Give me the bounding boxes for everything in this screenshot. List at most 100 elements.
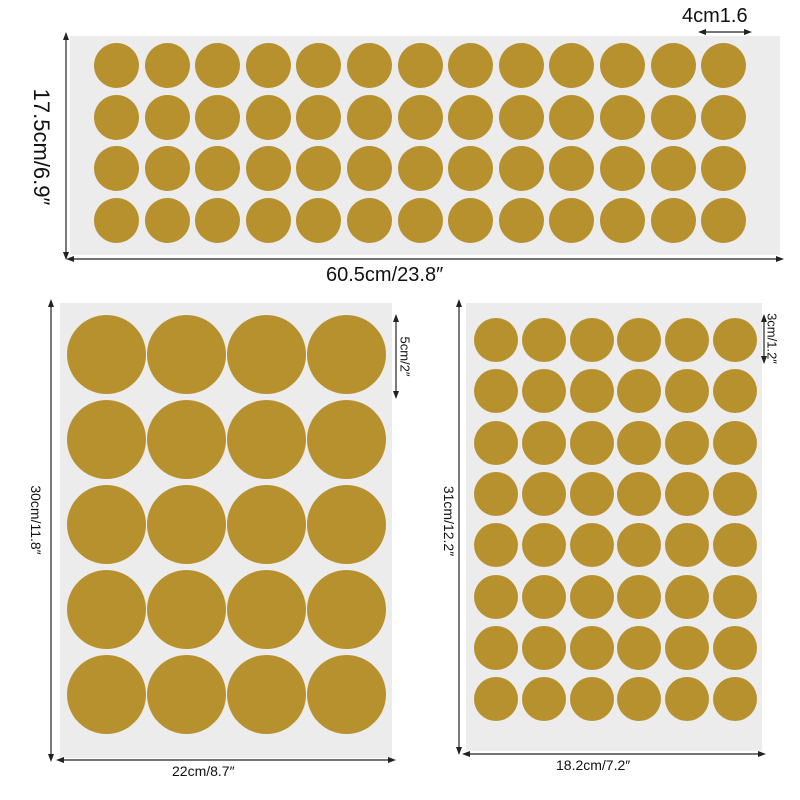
sticker-dot — [569, 523, 614, 568]
sticker-dot — [569, 625, 614, 670]
sticker-dot — [701, 146, 747, 191]
sticker-dot — [144, 197, 190, 243]
sticker-dot — [307, 655, 386, 734]
sticker-dot — [713, 420, 757, 465]
sticker-dot — [347, 43, 392, 88]
sticker-dot — [397, 43, 443, 88]
sheet-a-width-label: 60.5cm/23.8″ — [326, 264, 444, 286]
sticker-dot — [549, 146, 595, 191]
sticker-dot — [147, 485, 226, 564]
sticker-dot — [701, 94, 747, 140]
sticker-dot — [347, 94, 392, 140]
sticker-dot — [713, 471, 757, 516]
sticker-dot — [498, 146, 544, 191]
sticker-dot — [617, 625, 662, 670]
sticker-dot — [227, 400, 306, 479]
sheet-c-dot-diameter-label: 3cm/1.2″ — [764, 313, 780, 364]
sticker-dot — [498, 197, 544, 243]
sheet-b-dot-diameter-label: 5cm/2″ — [397, 336, 413, 377]
sticker-dot — [600, 94, 645, 140]
sticker-dot — [549, 197, 595, 243]
sticker-dot — [397, 94, 443, 140]
sticker-dot — [600, 43, 645, 88]
sticker-dot — [665, 471, 710, 516]
sticker-dot — [713, 369, 757, 414]
sheet-c-width-label: 18.2cm/7.2″ — [556, 757, 631, 773]
sticker-dot — [617, 677, 662, 722]
sticker-dot — [713, 318, 757, 362]
sticker-dot — [347, 146, 392, 191]
sticker-dot — [474, 574, 518, 619]
sheet-c-height-label: 31cm/12.2″ — [441, 485, 457, 557]
sticker-dot — [67, 570, 146, 649]
sticker-dot — [569, 471, 614, 516]
sticker-dot — [448, 94, 494, 140]
sticker-dot — [296, 146, 342, 191]
sticker-dot — [665, 625, 710, 670]
sticker-dot — [307, 570, 386, 649]
sticker-dot — [521, 625, 566, 670]
sticker-dot — [474, 369, 518, 414]
sticker-dot — [701, 43, 747, 88]
sticker-dot — [617, 369, 662, 414]
sticker-dot — [521, 677, 566, 722]
sticker-dot — [600, 146, 645, 191]
sticker-dot — [245, 146, 291, 191]
sticker-dot — [195, 146, 241, 191]
sticker-dot — [521, 318, 566, 362]
sticker-dot — [617, 471, 662, 516]
sticker-dot — [296, 43, 342, 88]
sticker-dot — [617, 420, 662, 465]
sticker-dot — [521, 369, 566, 414]
sticker-dot — [617, 574, 662, 619]
sticker-dot — [569, 318, 614, 362]
sticker-dot — [195, 197, 241, 243]
sticker-dot — [94, 43, 139, 88]
sticker-dot — [569, 574, 614, 619]
sticker-dot — [67, 400, 146, 479]
sticker-dot — [94, 197, 139, 243]
sticker-dot — [448, 146, 494, 191]
sticker-dot — [650, 94, 696, 140]
sticker-dot — [144, 146, 190, 191]
sticker-dot — [195, 94, 241, 140]
sticker-dot — [665, 420, 710, 465]
sticker-dot — [147, 570, 226, 649]
sticker-dot — [665, 523, 710, 568]
sticker-dot — [67, 655, 146, 734]
sticker-dot — [296, 94, 342, 140]
sticker-sheet-3cm — [466, 303, 762, 751]
sticker-dot — [665, 574, 710, 619]
sticker-dot — [498, 43, 544, 88]
sticker-dot — [521, 574, 566, 619]
sticker-dot — [67, 315, 146, 394]
sticker-dot — [474, 318, 518, 362]
sheet-a-height-label: 17.5cm/6.9″ — [29, 88, 54, 206]
sticker-dot — [713, 574, 757, 619]
sticker-dot — [569, 677, 614, 722]
sticker-dot — [521, 471, 566, 516]
sticker-dot — [474, 523, 518, 568]
sticker-dot — [245, 43, 291, 88]
sticker-dot — [713, 523, 757, 568]
sticker-dot — [296, 197, 342, 243]
sticker-dot — [665, 318, 710, 362]
sticker-dot — [600, 197, 645, 243]
sticker-dot — [307, 315, 386, 394]
sticker-dot — [245, 94, 291, 140]
sticker-dot — [144, 94, 190, 140]
sticker-dot — [245, 197, 291, 243]
sticker-dot — [650, 197, 696, 243]
sticker-dot — [650, 43, 696, 88]
sticker-dot — [569, 369, 614, 414]
sticker-dot — [67, 485, 146, 564]
sticker-sheet-5cm — [60, 303, 392, 758]
sticker-dot — [474, 625, 518, 670]
sticker-dot — [397, 146, 443, 191]
sticker-dot — [549, 94, 595, 140]
sticker-dot — [144, 43, 190, 88]
sticker-dot — [498, 94, 544, 140]
sticker-dot — [569, 420, 614, 465]
sticker-dot — [307, 485, 386, 564]
sticker-dot — [448, 43, 494, 88]
